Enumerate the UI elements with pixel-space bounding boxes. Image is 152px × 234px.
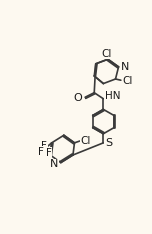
Text: Cl: Cl [81, 135, 91, 146]
Text: N: N [121, 62, 129, 72]
Text: O: O [73, 93, 82, 103]
Text: HN: HN [105, 91, 120, 102]
Text: S: S [105, 138, 112, 148]
Text: F: F [41, 141, 47, 151]
Text: Cl: Cl [122, 76, 133, 85]
Text: F: F [46, 148, 52, 158]
Text: N: N [50, 159, 59, 169]
Text: F: F [38, 147, 44, 157]
Text: Cl: Cl [101, 49, 112, 59]
